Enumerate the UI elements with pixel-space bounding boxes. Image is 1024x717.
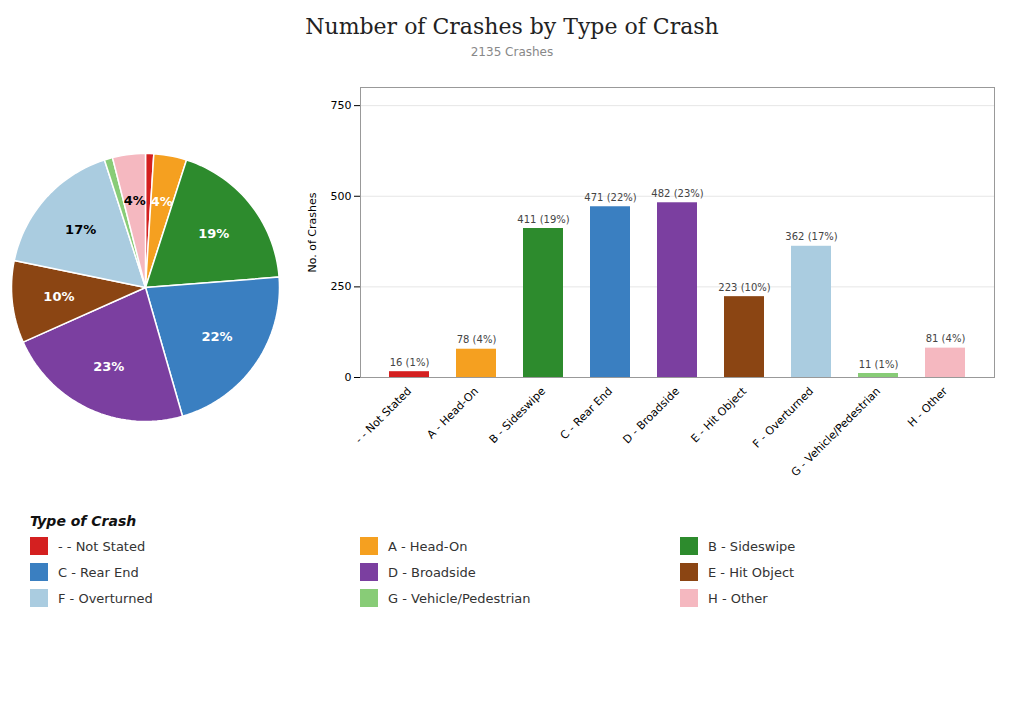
svg-text:750: 750 [331,99,352,112]
svg-text:471 (22%): 471 (22%) [584,192,636,203]
svg-text:No. of Crashes: No. of Crashes [306,192,319,272]
svg-text:23%: 23% [93,359,124,374]
svg-text:223 (10%): 223 (10%) [718,282,770,293]
svg-text:C - Rear End: C - Rear End [558,385,615,442]
svg-text:411 (19%): 411 (19%) [517,214,569,225]
svg-text:500: 500 [331,190,352,203]
html-text:- - Not Stated: - - Not Stated [58,538,146,554]
svg-text:22%: 22% [202,329,233,344]
svg-text:G - Vehicle/Pedestrian: G - Vehicle/Pedestrian [789,385,884,480]
html-text:G - Vehicle/Pedestrian: G - Vehicle/Pedestrian [388,590,531,606]
svg-text:10%: 10% [43,289,74,304]
svg-text:78 (4%): 78 (4%) [457,334,497,345]
svg-text:19%: 19% [198,226,229,241]
svg-text:4%: 4% [151,194,173,209]
html-text:Type of Crash: Type of Crash [30,513,137,529]
svg-text:H - Other: H - Other [905,384,950,429]
html-text:E - Hit Object: E - Hit Object [708,564,795,580]
html-text:2135 Crashes: 2135 Crashes [470,45,554,59]
html-text:A - Head-On: A - Head-On [388,538,468,554]
svg-text:- - Not Stated: - - Not Stated [353,385,414,446]
svg-text:17%: 17% [65,222,96,237]
svg-text:11 (1%): 11 (1%) [859,359,899,370]
svg-text:4%: 4% [124,193,146,208]
html-text:F - Overturned: F - Overturned [58,590,153,606]
html-text:B - Sideswipe: B - Sideswipe [708,538,796,554]
html-text:Number of Crashes by Type of C: Number of Crashes by Type of Crash [305,14,719,39]
html-text:D - Broadside: D - Broadside [388,564,476,580]
svg-text:16 (1%): 16 (1%) [390,357,430,368]
svg-text:F - Overturned: F - Overturned [750,385,816,451]
svg-text:250: 250 [331,280,352,293]
html-text:C - Rear End: C - Rear End [58,564,139,580]
html-text:H - Other: H - Other [708,590,768,606]
svg-text:D - Broadside: D - Broadside [620,385,682,447]
svg-text:482 (23%): 482 (23%) [651,188,703,199]
svg-text:B - Sideswipe: B - Sideswipe [487,385,549,447]
svg-text:E - Hit Object: E - Hit Object [688,384,749,445]
svg-text:81 (4%): 81 (4%) [926,333,966,344]
svg-text:A - Head-On: A - Head-On [424,385,481,442]
svg-text:362 (17%): 362 (17%) [785,231,837,242]
svg-text:0: 0 [345,371,352,384]
